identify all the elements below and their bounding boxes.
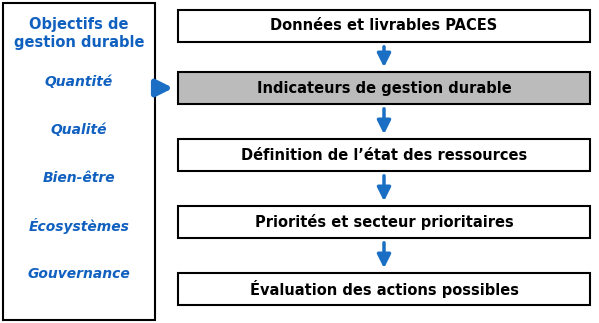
FancyBboxPatch shape <box>178 10 590 42</box>
Text: Priorités et secteur prioritaires: Priorités et secteur prioritaires <box>255 214 513 230</box>
Text: Définition de l’état des ressources: Définition de l’état des ressources <box>241 148 527 162</box>
Text: Quantité: Quantité <box>45 75 113 89</box>
Text: Bien-être: Bien-être <box>43 171 116 185</box>
FancyBboxPatch shape <box>178 72 590 104</box>
FancyBboxPatch shape <box>3 3 155 320</box>
FancyBboxPatch shape <box>178 273 590 305</box>
Text: Qualité: Qualité <box>51 123 107 137</box>
FancyBboxPatch shape <box>178 206 590 238</box>
Text: Données et livrables PACES: Données et livrables PACES <box>270 18 498 34</box>
FancyBboxPatch shape <box>178 139 590 171</box>
Text: Indicateurs de gestion durable: Indicateurs de gestion durable <box>256 80 512 96</box>
Text: Gouvernance: Gouvernance <box>28 267 131 281</box>
Text: Objectifs de
gestion durable: Objectifs de gestion durable <box>14 17 144 50</box>
Text: Écosystèmes: Écosystèmes <box>29 218 129 234</box>
Text: Évaluation des actions possibles: Évaluation des actions possibles <box>250 280 519 298</box>
